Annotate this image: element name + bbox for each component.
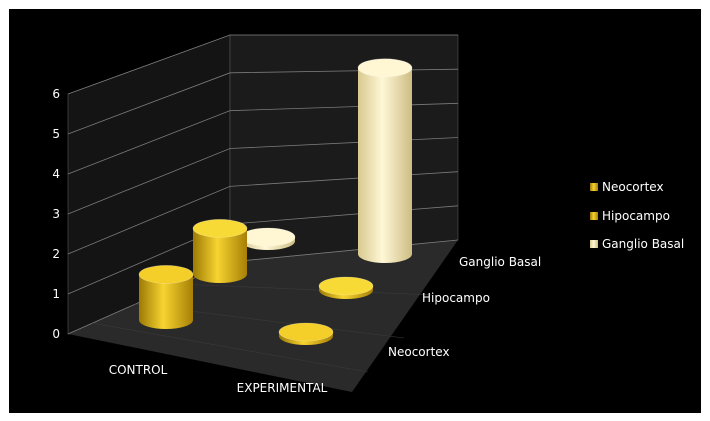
bar-top (357, 58, 413, 78)
floor (68, 240, 458, 392)
legend-label-hipocampo: Hipocampo (602, 209, 670, 223)
bar-top (318, 276, 374, 296)
bar-hipocampo-control (192, 219, 248, 283)
bar-top (240, 227, 296, 247)
depth-label-hipocampo: Hipocampo (422, 291, 490, 305)
legend-swatch-ganglio-basal (590, 240, 598, 248)
legend: Neocortex Hipocampo Ganglio Basal (590, 180, 684, 251)
bar-body (193, 228, 247, 283)
y-tick-label: 4 (52, 167, 60, 181)
legend-swatch-neocortex (590, 183, 598, 191)
legend-swatch-hipocampo (590, 212, 598, 220)
legend-label-neocortex: Neocortex (602, 180, 664, 194)
bar-top (278, 322, 334, 342)
bars (138, 58, 413, 345)
bar-top (138, 265, 194, 284)
bar-neocortex-control (138, 265, 194, 329)
bar-ganglio-basal-experimental (357, 58, 413, 263)
gridline (67, 34, 458, 95)
y-tick-label: 2 (52, 247, 60, 261)
y-tick-label: 3 (52, 207, 60, 221)
y-tick-label: 5 (52, 127, 60, 141)
y-axis-ticks: 0 1 2 3 4 5 6 (52, 87, 60, 341)
depth-label-ganglio-basal: Ganglio Basal (459, 255, 541, 269)
bar-top (192, 219, 248, 238)
category-label-control: CONTROL (109, 363, 168, 377)
bar-body (139, 274, 193, 329)
category-label-experimental: EXPERIMENTAL (237, 381, 328, 395)
bar-body (358, 67, 412, 263)
bar-hipocampo-experimental (318, 276, 374, 299)
y-tick-label: 1 (52, 287, 60, 301)
floor-gridline (179, 283, 433, 296)
bar-neocortex-experimental (278, 322, 334, 345)
depth-label-neocortex: Neocortex (388, 345, 450, 359)
floor-gridline (91, 322, 369, 373)
legend-label-ganglio-basal: Ganglio Basal (602, 237, 684, 251)
y-tick-label: 6 (52, 87, 60, 101)
bar-ganglio-basal-control (240, 227, 296, 250)
y-tick-label: 0 (52, 327, 60, 341)
